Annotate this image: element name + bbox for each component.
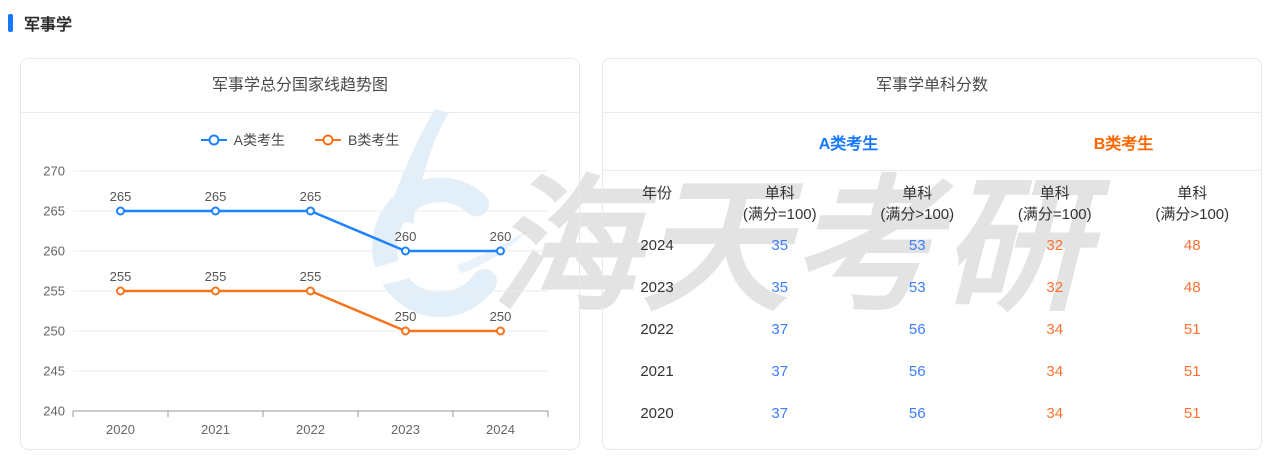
legend-marker-icon <box>200 134 227 146</box>
trend-line-chart: 270 265 260 255 250 245 240 2020 2021 2022 2023 202… <box>43 164 549 437</box>
data-point <box>401 246 410 256</box>
x-axis-label: 2023 <box>391 422 420 437</box>
year-cell: 2023 <box>640 279 674 296</box>
data-point-label: 260 <box>490 229 512 244</box>
score-cell: 56 <box>908 321 926 338</box>
y-axis-label: 265 <box>43 204 65 219</box>
score-cell: 37 <box>771 405 789 422</box>
data-point <box>211 286 220 296</box>
legend-item-a[interactable]: A类考生 <box>200 130 285 150</box>
series-line <box>120 289 501 333</box>
data-point <box>401 326 410 336</box>
table-row: 2024 35 53 32 48 <box>603 225 1261 267</box>
year-cell: 2022 <box>640 321 674 338</box>
score-cell: 56 <box>908 363 926 380</box>
group-header-b: B类考生 <box>1093 135 1154 153</box>
year-cell: 2020 <box>640 405 674 422</box>
column-header-b-single: 单科 (满分=100) <box>1017 185 1092 223</box>
table-row: 2022 37 56 34 51 <box>603 309 1261 351</box>
legend-label: A类考生 <box>233 132 285 148</box>
section-accent-bar <box>8 14 13 32</box>
group-header-row: A类考生 B类考生 <box>603 113 1261 171</box>
score-cell: 53 <box>908 279 926 296</box>
score-cell: 34 <box>1046 321 1064 338</box>
score-table-body: 2024 35 53 32 48 2023 35 53 32 48 2022 37 56 34 51 2021… <box>603 225 1261 435</box>
x-axis-label: 2020 <box>106 422 135 437</box>
legend-marker-icon <box>315 134 341 146</box>
column-header-a-comprehensive: 单科 (满分>100) <box>880 185 955 223</box>
score-cell: 53 <box>908 237 926 254</box>
column-header-year: 年份 <box>641 185 672 202</box>
y-axis-label: 250 <box>43 324 65 339</box>
legend-label: B类考生 <box>348 132 400 148</box>
y-axis-label: 255 <box>43 284 65 299</box>
y-axis-label: 245 <box>43 364 65 379</box>
y-axis-label: 260 <box>43 244 65 259</box>
data-point-label: 260 <box>395 229 417 244</box>
score-cell: 51 <box>1183 363 1201 380</box>
x-axis-label: 2021 <box>201 422 230 437</box>
column-header-a-single: 单科 (满分=100) <box>742 185 817 223</box>
data-point <box>211 206 220 216</box>
year-cell: 2024 <box>640 237 674 254</box>
x-axis-label: 2022 <box>296 422 325 437</box>
score-cell: 56 <box>908 405 926 422</box>
table-row: 2020 37 56 34 51 <box>603 393 1261 435</box>
data-point-label: 250 <box>490 309 512 324</box>
data-point-label: 250 <box>395 309 417 324</box>
y-axis-label: 240 <box>43 404 65 419</box>
chart-legend: A类考生 B类考生 <box>21 123 579 157</box>
legend-item-b[interactable]: B类考生 <box>315 130 399 150</box>
score-cell: 32 <box>1046 279 1064 296</box>
score-cell: 51 <box>1183 405 1201 422</box>
data-point-label: 255 <box>110 269 132 284</box>
data-point-label: 265 <box>205 189 227 204</box>
group-header-a: A类考生 <box>818 135 879 153</box>
section-header: 军事学 <box>8 11 72 35</box>
data-point <box>306 286 315 296</box>
data-point <box>116 286 125 296</box>
series-line <box>120 209 501 253</box>
data-point <box>496 326 505 336</box>
table-row: 2023 35 53 32 48 <box>603 267 1261 309</box>
score-cell: 51 <box>1183 321 1201 338</box>
data-point <box>496 246 505 256</box>
x-axis-label: 2024 <box>486 422 515 437</box>
score-cell: 35 <box>771 237 789 254</box>
score-cell: 48 <box>1183 279 1201 296</box>
score-cell: 32 <box>1046 237 1064 254</box>
score-table-title: 军事学单科分数 <box>603 59 1261 113</box>
column-header-b-comprehensive: 单科 (满分>100) <box>1155 185 1230 223</box>
table-row: 2021 37 56 34 51 <box>603 351 1261 393</box>
score-cell: 48 <box>1183 237 1201 254</box>
score-cell: 37 <box>771 321 789 338</box>
data-point-label: 265 <box>110 189 132 204</box>
column-header-row: 年份 单科 (满分=100) 单科 (满分>100) 单科 (满分=100) 单科 (满… <box>603 171 1261 225</box>
score-cell: 34 <box>1046 363 1064 380</box>
score-cell: 35 <box>771 279 789 296</box>
data-point <box>306 206 315 216</box>
data-point <box>116 206 125 216</box>
trend-chart-panel: 军事学总分国家线趋势图 A类考生 B类考生 270 265 260 255 250 245 2… <box>20 58 580 450</box>
page-title: 军事学 <box>24 17 73 34</box>
data-point-label: 265 <box>300 189 322 204</box>
data-point-label: 255 <box>205 269 227 284</box>
score-table-panel: 军事学单科分数 A类考生 B类考生 年份 单科 (满分=100) 单科 (满分>10… <box>602 58 1262 450</box>
year-cell: 2021 <box>640 363 674 380</box>
score-cell: 34 <box>1046 405 1064 422</box>
y-axis-label: 270 <box>43 164 65 179</box>
data-point-label: 255 <box>300 269 322 284</box>
trend-chart-title: 军事学总分国家线趋势图 <box>21 59 579 113</box>
score-cell: 37 <box>771 363 789 380</box>
